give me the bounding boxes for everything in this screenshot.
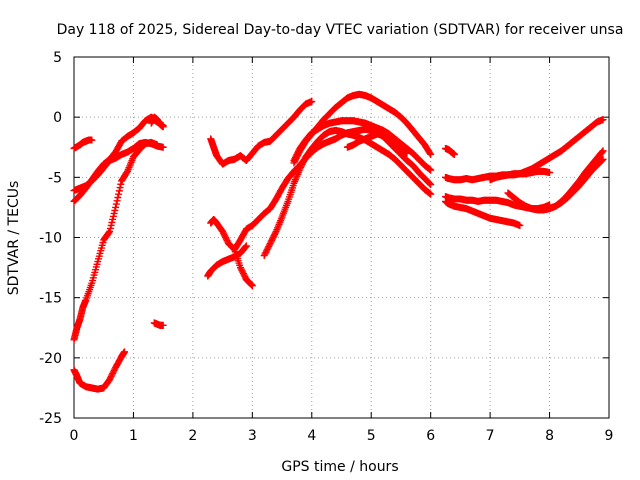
data-point [115, 187, 123, 195]
data-point [427, 150, 435, 158]
data-point [115, 190, 123, 198]
data-point [427, 181, 435, 189]
x-tick-label: 6 [426, 428, 435, 444]
series-s22 [522, 155, 607, 214]
data-point [88, 136, 96, 144]
data-point [112, 200, 120, 208]
data-point [598, 156, 606, 164]
data-point [116, 184, 124, 192]
data-point [242, 242, 250, 250]
series-s14 [290, 90, 435, 167]
data-point [159, 321, 167, 329]
series-s10 [207, 215, 256, 290]
series-s7 [147, 113, 167, 131]
data-point [112, 203, 120, 211]
data-point [426, 149, 434, 157]
data-point [599, 116, 607, 124]
series-s12 [260, 126, 435, 260]
data-point [403, 149, 411, 157]
y-axis-label: SDTVAR / TECUs [6, 181, 22, 296]
data-marks [70, 90, 607, 393]
series-s15 [343, 130, 411, 157]
series-s2 [70, 138, 161, 344]
x-tick-label: 1 [129, 428, 138, 444]
data-point [425, 179, 433, 187]
x-tick-label: 2 [188, 428, 197, 444]
data-point [242, 243, 250, 251]
series-s9 [204, 242, 250, 280]
data-point [598, 148, 606, 156]
x-tick-label: 4 [307, 428, 316, 444]
series-s6 [150, 319, 167, 329]
data-point [450, 150, 458, 158]
grid-lines [74, 57, 609, 418]
data-point [247, 280, 255, 288]
x-tick-label: 9 [605, 428, 614, 444]
data-point [599, 147, 607, 155]
data-point [516, 221, 524, 229]
x-axis-label: GPS time / hours [281, 459, 398, 475]
data-point [117, 180, 125, 188]
y-tick-label: -5 [48, 170, 62, 186]
series-s4 [70, 138, 167, 195]
x-tick-label: 7 [486, 428, 495, 444]
y-tick-label: -10 [39, 231, 62, 247]
x-tick-label: 8 [545, 428, 554, 444]
series-s1 [70, 348, 129, 393]
series-s20 [486, 167, 554, 184]
axis-ticks: 0 1 2 3 4 5 6 7 8 9 -25 -20 -15 -10 -5 0 5 [39, 50, 613, 444]
y-tick-label: -20 [39, 351, 62, 367]
data-point [113, 197, 121, 205]
series-s5 [70, 136, 96, 152]
data-point [598, 157, 606, 165]
x-tick-label: 3 [248, 428, 257, 444]
data-point [114, 193, 122, 201]
chart-title: Day 118 of 2025, Sidereal Day-to-day VTE… [57, 22, 624, 38]
data-point [308, 98, 316, 106]
data-point [271, 229, 279, 237]
data-point [248, 281, 256, 289]
series-s16 [442, 144, 458, 158]
data-point [426, 180, 434, 188]
y-tick-label: 0 [53, 110, 62, 126]
data-point [159, 123, 167, 131]
data-point [248, 282, 256, 290]
series-s19 [442, 197, 524, 229]
data-point [427, 166, 435, 174]
data-point [599, 155, 607, 163]
x-tick-label: 0 [70, 428, 79, 444]
data-point [159, 143, 167, 151]
data-point [121, 348, 129, 356]
series-s8 [207, 98, 316, 168]
data-point [427, 190, 435, 198]
x-tick-label: 5 [367, 428, 376, 444]
data-point [546, 169, 554, 177]
y-tick-label: 5 [53, 50, 62, 66]
y-tick-label: -25 [39, 411, 62, 427]
y-tick-label: -15 [39, 291, 62, 307]
data-point [105, 229, 113, 237]
